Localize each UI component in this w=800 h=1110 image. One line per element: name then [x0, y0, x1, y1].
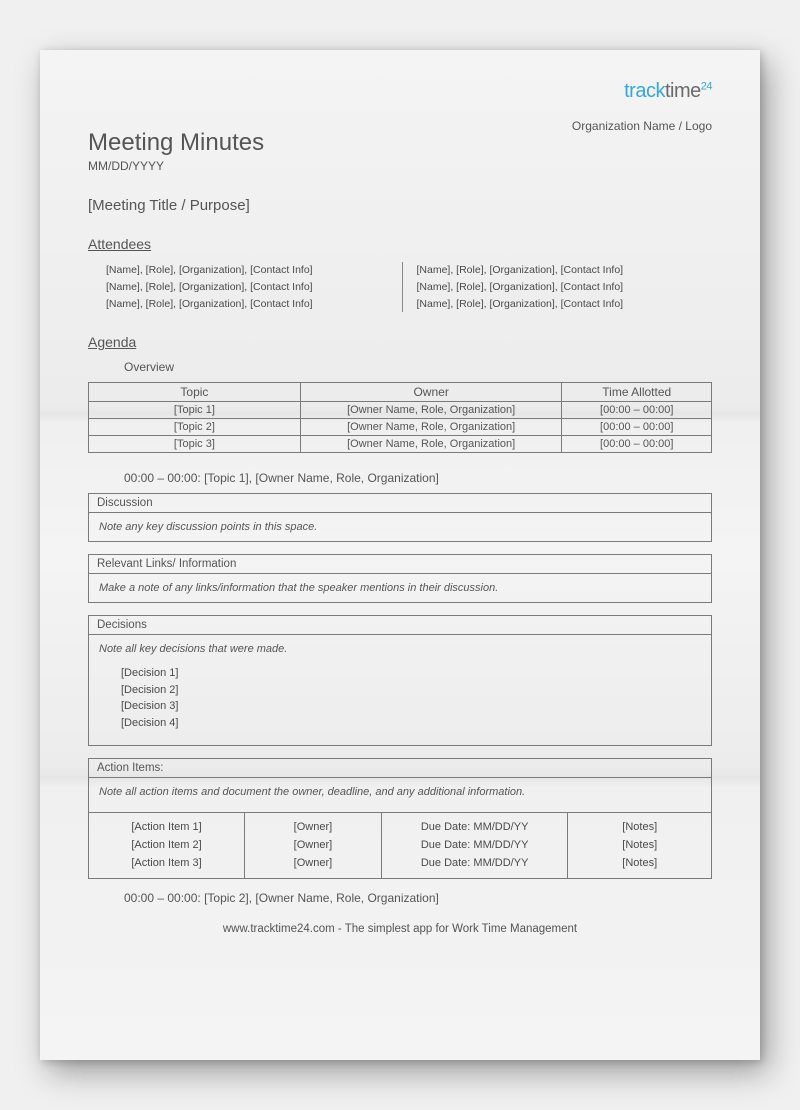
document-page: tracktime24 Organization Name / Logo Mee…: [40, 50, 760, 1060]
agenda-cell: [00:00 – 00:00]: [562, 402, 712, 419]
agenda-cell: [Owner Name, Role, Organization]: [300, 402, 562, 419]
agenda-row: [Topic 2][Owner Name, Role, Organization…: [89, 419, 712, 436]
logo-row: tracktime24: [88, 80, 712, 103]
agenda-cell: [Owner Name, Role, Organization]: [300, 419, 562, 436]
agenda-cell: [00:00 – 00:00]: [562, 436, 712, 453]
attendees-heading: Attendees: [88, 236, 712, 252]
action-owner: [Owner]: [249, 837, 377, 855]
actions-heading: Action Items:: [89, 759, 711, 778]
brand-logo: tracktime24: [624, 80, 712, 102]
agenda-header-row: Topic Owner Time Allotted: [89, 383, 712, 402]
discussion-heading: Discussion: [89, 494, 711, 513]
decision-item: [Decision 4]: [121, 715, 701, 732]
decision-item: [Decision 1]: [121, 665, 701, 682]
agenda-col-owner: Owner: [300, 383, 562, 402]
action-owner: [Owner]: [249, 819, 377, 837]
agenda-row: [Topic 3][Owner Name, Role, Organization…: [89, 436, 712, 453]
action-item-name: [Action Item 2]: [93, 837, 240, 855]
topic-2-line: 00:00 – 00:00: [Topic 2], [Owner Name, R…: [124, 891, 712, 905]
decision-item: [Decision 2]: [121, 682, 701, 699]
action-cell: [Owner] [Owner] [Owner]: [245, 813, 382, 878]
decisions-heading: Decisions: [89, 616, 711, 635]
agenda-col-time: Time Allotted: [562, 383, 712, 402]
attendees-block: [Name], [Role], [Organization], [Contact…: [88, 262, 712, 312]
agenda-cell: [Owner Name, Role, Organization]: [300, 436, 562, 453]
attendee-row: [Name], [Role], [Organization], [Contact…: [106, 296, 402, 313]
agenda-cell: [00:00 – 00:00]: [562, 419, 712, 436]
links-heading: Relevant Links/ Information: [89, 555, 711, 574]
attendee-row: [Name], [Role], [Organization], [Contact…: [106, 262, 402, 279]
date-line: MM/DD/YYYY: [88, 159, 712, 173]
actions-note: Note all action items and document the o…: [89, 786, 711, 804]
attendees-col-1: [Name], [Role], [Organization], [Contact…: [88, 262, 402, 312]
footer-line: www.tracktime24.com - The simplest app f…: [88, 923, 712, 935]
decisions-list: [Decision 1] [Decision 2] [Decision 3] […: [121, 665, 701, 731]
action-row: [Action Item 1] [Action Item 2] [Action …: [89, 813, 711, 878]
action-cell: [Notes] [Notes] [Notes]: [568, 813, 711, 878]
decisions-body: Note all key decisions that were made. […: [89, 635, 711, 745]
attendee-row: [Name], [Role], [Organization], [Contact…: [106, 279, 402, 296]
agenda-cell: [Topic 1]: [89, 402, 301, 419]
agenda-cell: [Topic 2]: [89, 419, 301, 436]
decisions-box: Decisions Note all key decisions that we…: [88, 615, 712, 746]
discussion-body: Note any key discussion points in this s…: [89, 513, 711, 541]
discussion-note: Note any key discussion points in this s…: [99, 521, 701, 533]
action-cell: [Action Item 1] [Action Item 2] [Action …: [89, 813, 245, 878]
topic-1-line: 00:00 – 00:00: [Topic 1], [Owner Name, R…: [124, 471, 712, 485]
agenda-heading: Agenda: [88, 334, 712, 350]
actions-box: Action Items: Note all action items and …: [88, 758, 712, 879]
actions-body: Note all action items and document the o…: [89, 778, 711, 878]
action-due: Due Date: MM/DD/YY: [386, 837, 564, 855]
action-due: Due Date: MM/DD/YY: [386, 819, 564, 837]
action-item-name: [Action Item 3]: [93, 855, 240, 873]
agenda-col-topic: Topic: [89, 383, 301, 402]
page-title: Meeting Minutes: [88, 129, 712, 157]
discussion-box: Discussion Note any key discussion point…: [88, 493, 712, 542]
links-body: Make a note of any links/information tha…: [89, 574, 711, 602]
action-item-name: [Action Item 1]: [93, 819, 240, 837]
action-cell: Due Date: MM/DD/YY Due Date: MM/DD/YY Du…: [381, 813, 568, 878]
attendee-row: [Name], [Role], [Organization], [Contact…: [417, 262, 713, 279]
actions-table: [Action Item 1] [Action Item 2] [Action …: [89, 812, 711, 878]
meeting-subtitle: [Meeting Title / Purpose]: [88, 197, 712, 214]
attendees-col-2: [Name], [Role], [Organization], [Contact…: [402, 262, 713, 312]
action-notes: [Notes]: [572, 855, 707, 873]
action-notes: [Notes]: [572, 837, 707, 855]
links-note: Make a note of any links/information tha…: [99, 582, 701, 594]
logo-part-time: time: [665, 80, 701, 102]
decisions-note: Note all key decisions that were made.: [99, 643, 701, 655]
logo-sup: 24: [701, 80, 712, 92]
action-notes: [Notes]: [572, 819, 707, 837]
attendee-row: [Name], [Role], [Organization], [Contact…: [417, 279, 713, 296]
agenda-cell: [Topic 3]: [89, 436, 301, 453]
action-due: Due Date: MM/DD/YY: [386, 855, 564, 873]
decision-item: [Decision 3]: [121, 698, 701, 715]
logo-part-track: track: [624, 80, 665, 102]
links-box: Relevant Links/ Information Make a note …: [88, 554, 712, 603]
overview-label: Overview: [124, 360, 712, 374]
attendee-row: [Name], [Role], [Organization], [Contact…: [417, 296, 713, 313]
agenda-table: Topic Owner Time Allotted [Topic 1][Owne…: [88, 382, 712, 453]
action-owner: [Owner]: [249, 855, 377, 873]
agenda-row: [Topic 1][Owner Name, Role, Organization…: [89, 402, 712, 419]
